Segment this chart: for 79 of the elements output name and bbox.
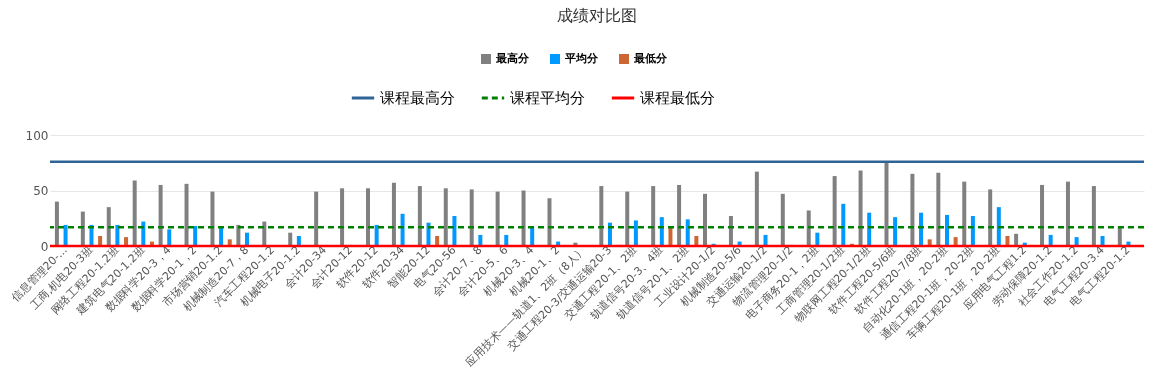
bar bbox=[1091, 186, 1096, 246]
bar bbox=[478, 234, 483, 246]
bar bbox=[858, 170, 863, 246]
legend-label: 最低分 bbox=[633, 52, 668, 65]
bar bbox=[633, 220, 638, 246]
bar bbox=[1040, 184, 1045, 246]
bar bbox=[754, 171, 759, 246]
legend-label: 最高分 bbox=[495, 52, 530, 65]
bar bbox=[469, 189, 474, 246]
bar bbox=[106, 207, 111, 246]
bar bbox=[694, 236, 699, 246]
bar bbox=[970, 216, 975, 246]
bar bbox=[1100, 236, 1105, 246]
bar bbox=[884, 162, 889, 246]
bar bbox=[893, 217, 898, 246]
bar bbox=[236, 224, 241, 246]
bar bbox=[1005, 236, 1010, 246]
bar bbox=[54, 201, 59, 246]
bar bbox=[677, 184, 682, 246]
bar bbox=[962, 181, 967, 246]
bar bbox=[426, 222, 431, 246]
bar bbox=[832, 176, 837, 246]
bar bbox=[504, 234, 509, 246]
bar bbox=[288, 232, 293, 246]
bar bbox=[763, 234, 768, 246]
bar bbox=[132, 180, 137, 246]
bar bbox=[996, 207, 1001, 246]
bar bbox=[374, 224, 379, 246]
legend-label: 平均分 bbox=[564, 52, 599, 65]
bar bbox=[435, 236, 440, 246]
bar bbox=[63, 224, 68, 246]
bar bbox=[158, 184, 163, 246]
bar bbox=[685, 219, 690, 246]
chart-title: 成绩对比图 bbox=[557, 6, 637, 25]
bar bbox=[651, 186, 656, 246]
bar bbox=[728, 216, 733, 246]
bar bbox=[262, 221, 267, 246]
bar bbox=[521, 190, 526, 246]
bar bbox=[184, 183, 189, 246]
bar bbox=[910, 173, 915, 246]
bar bbox=[115, 224, 120, 246]
bar bbox=[1014, 233, 1019, 246]
bar bbox=[495, 191, 500, 246]
legend-label: 课程平均分 bbox=[510, 89, 585, 107]
bar bbox=[193, 226, 198, 246]
bar bbox=[867, 212, 872, 246]
bar bbox=[988, 189, 993, 246]
bar bbox=[443, 188, 448, 246]
bar bbox=[625, 191, 630, 246]
bar bbox=[417, 186, 422, 246]
bar bbox=[366, 188, 370, 246]
bar bbox=[167, 229, 172, 246]
bar bbox=[314, 191, 319, 246]
bar bbox=[806, 210, 811, 246]
y-tick-label: 50 bbox=[33, 184, 49, 198]
bar bbox=[547, 198, 552, 246]
bar bbox=[296, 236, 301, 246]
bar bbox=[391, 182, 396, 246]
bar bbox=[703, 193, 708, 246]
bar bbox=[210, 191, 215, 246]
bar bbox=[599, 186, 604, 246]
bar bbox=[1065, 181, 1070, 246]
bar bbox=[815, 232, 820, 246]
bar bbox=[841, 203, 846, 246]
bar bbox=[245, 232, 250, 246]
bar bbox=[1048, 234, 1053, 246]
bar bbox=[80, 211, 85, 246]
bar bbox=[919, 212, 924, 246]
y-tick-label: 0 bbox=[40, 239, 49, 254]
bar bbox=[98, 236, 103, 246]
bar bbox=[340, 188, 345, 246]
y-tick-label: 100 bbox=[25, 128, 49, 143]
legend-label: 课程最高分 bbox=[380, 89, 455, 107]
legend-label: 课程最低分 bbox=[640, 89, 715, 107]
bar bbox=[780, 193, 785, 246]
bar bbox=[400, 213, 405, 246]
bar bbox=[944, 214, 949, 246]
bar bbox=[452, 216, 457, 246]
bar bbox=[936, 172, 941, 246]
